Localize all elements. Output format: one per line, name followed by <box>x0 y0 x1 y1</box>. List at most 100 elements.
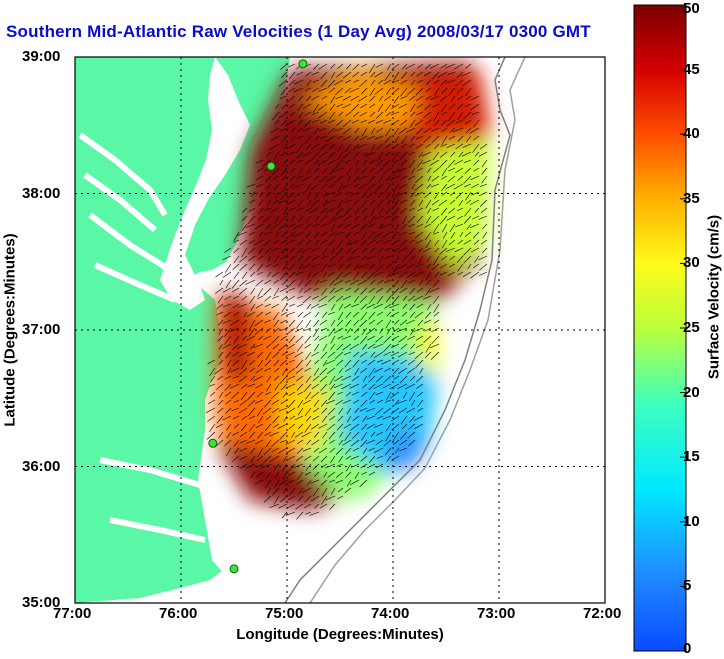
velocity-arrow <box>481 175 488 184</box>
velocity-arrow <box>256 455 264 461</box>
velocity-arrow <box>350 95 360 101</box>
velocity-arrow <box>249 359 256 366</box>
velocity-arrow <box>386 311 392 317</box>
velocity-arrow <box>287 191 296 200</box>
velocity-arrow <box>336 343 344 351</box>
velocity-arrow <box>320 351 328 360</box>
velocity-arrow <box>305 87 312 91</box>
velocity-arrow <box>327 127 336 134</box>
velocity-arrow <box>327 407 336 416</box>
velocity-arrow <box>455 119 464 124</box>
velocity-arrow <box>336 119 344 126</box>
velocity-arrow <box>474 207 480 213</box>
velocity-arrow <box>297 391 304 395</box>
velocity-arrow <box>265 439 272 448</box>
velocity-arrow <box>267 255 272 262</box>
velocity-arrow <box>210 375 216 383</box>
velocity-arrow <box>352 151 360 160</box>
velocity-arrow <box>402 295 408 301</box>
velocity-arrow <box>312 407 320 413</box>
velocity-arrow <box>457 239 464 245</box>
velocity-arrow <box>354 215 360 222</box>
velocity-arrow <box>441 255 448 261</box>
velocity-arrow <box>288 103 296 109</box>
velocity-arrow <box>393 279 400 288</box>
velocity-arrow <box>392 191 400 202</box>
velocity-arrow <box>310 247 320 252</box>
velocity-arrow <box>216 303 224 310</box>
velocity-arrow <box>400 343 408 350</box>
velocity-arrow <box>261 463 272 469</box>
velocity-arrow <box>441 127 448 132</box>
velocity-arrow <box>398 271 408 278</box>
velocity-arrow <box>248 239 256 244</box>
velocity-arrow <box>313 127 320 134</box>
velocity-arrow <box>243 311 248 318</box>
velocity-arrow <box>233 255 240 264</box>
velocity-arrow <box>281 183 288 193</box>
velocity-arrow <box>327 351 336 359</box>
velocity-arrow <box>432 255 440 266</box>
velocity-arrow <box>390 343 400 349</box>
velocity-arrow <box>360 335 368 344</box>
velocity-arrow <box>266 183 272 190</box>
velocity-arrow <box>369 391 376 400</box>
velocity-arrow <box>267 271 272 278</box>
velocity-arrow <box>360 119 368 123</box>
velocity-arrow <box>378 79 384 85</box>
velocity-arrow <box>341 383 352 390</box>
velocity-arrow <box>310 495 320 502</box>
velocity-arrow <box>392 231 400 237</box>
velocity-arrow <box>330 487 336 495</box>
velocity-arrow <box>352 415 360 422</box>
velocity-arrow <box>306 143 312 150</box>
velocity-arrow <box>224 335 232 345</box>
velocity-arrow <box>425 311 432 319</box>
velocity-arrow <box>357 279 368 286</box>
velocity-arrow <box>391 103 400 109</box>
velocity-arrow <box>321 487 328 497</box>
velocity-arrow <box>465 87 472 97</box>
velocity-arrow <box>351 119 360 124</box>
velocity-arrow <box>329 503 336 510</box>
velocity-arrow <box>266 487 272 495</box>
velocity-arrow <box>458 199 464 207</box>
velocity-arrow <box>228 327 240 333</box>
velocity-arrow <box>429 159 440 166</box>
velocity-arrow <box>322 247 328 256</box>
velocity-arrow <box>470 103 480 111</box>
velocity-arrow <box>335 95 344 100</box>
velocity-arrow <box>441 135 448 146</box>
velocity-arrow <box>257 431 264 439</box>
velocity-arrow <box>383 335 392 344</box>
velocity-arrow <box>407 279 416 284</box>
velocity-arrow <box>408 151 416 156</box>
velocity-arrow <box>374 135 384 140</box>
velocity-arrow <box>273 327 280 333</box>
velocity-arrow <box>328 159 336 165</box>
velocity-arrow <box>312 415 320 421</box>
velocity-arrow <box>225 399 232 405</box>
velocity-arrow <box>384 183 392 193</box>
velocity-arrow <box>425 63 432 70</box>
velocity-arrow <box>294 431 304 438</box>
velocity-arrow <box>329 287 336 294</box>
velocity-arrow <box>336 359 344 366</box>
velocity-arrow <box>281 511 288 519</box>
velocity-arrow <box>277 447 288 454</box>
velocity-arrow <box>229 319 240 326</box>
velocity-arrow <box>288 207 296 212</box>
velocity-arrow <box>354 327 360 334</box>
velocity-arrow <box>313 319 320 327</box>
velocity-arrow <box>425 143 432 148</box>
velocity-arrow <box>321 183 328 189</box>
velocity-arrow <box>209 383 216 387</box>
velocity-arrow <box>336 423 344 431</box>
velocity-arrow <box>239 439 248 444</box>
velocity-arrow <box>263 239 272 247</box>
velocity-arrow <box>249 367 256 373</box>
velocity-arrow <box>345 391 352 397</box>
velocity-arrow <box>313 447 320 453</box>
velocity-arrow <box>352 143 360 151</box>
velocity-arrow <box>239 455 248 460</box>
